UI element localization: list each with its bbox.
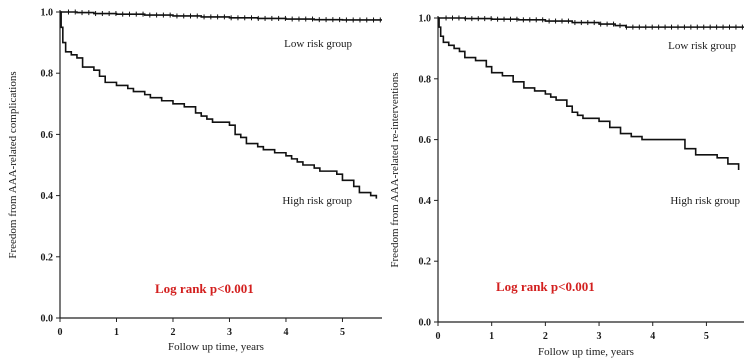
x-axis-title: Follow up time, years: [538, 346, 634, 358]
x-tick-label: 3: [227, 327, 232, 338]
y-tick-label: 0.4: [41, 191, 54, 202]
x-tick-label: 0: [436, 331, 441, 342]
y-tick-label: 0.2: [419, 257, 432, 268]
series-label-low-risk: Low risk group: [668, 40, 736, 52]
x-tick-label: 1: [489, 331, 494, 342]
y-tick-label: 0.6: [41, 130, 54, 141]
x-tick-label: 0: [58, 327, 63, 338]
x-tick-label: 4: [650, 331, 655, 342]
survival-curve-high-risk: [438, 17, 740, 170]
y-tick-label: 0.2: [41, 252, 54, 263]
y-tick-label: 1.0: [419, 14, 432, 25]
series-label-high-risk: High risk group: [282, 195, 352, 207]
y-tick-label: 0.8: [41, 69, 54, 80]
survival-curve-low-risk: [60, 11, 382, 21]
y-tick-label: 0.8: [419, 74, 432, 85]
y-tick-label: 0.4: [419, 196, 432, 207]
survival-curve-low-risk: [438, 17, 744, 28]
log-rank-annotation: Log rank p<0.001: [155, 281, 254, 296]
x-axis-title: Follow up time, years: [168, 341, 264, 353]
chart-panel-2: 0.0 0.2 0.4 0.6 0.8 1.0 0 1 2 3 4 5 Follow up time, …: [389, 14, 744, 358]
x-tick-label: 5: [340, 327, 345, 338]
y-tick-label: 0.0: [41, 314, 54, 325]
y-tick-label: 1.0: [41, 8, 54, 19]
x-tick-label: 3: [597, 331, 602, 342]
log-rank-annotation: Log rank p<0.001: [496, 279, 595, 294]
y-axis-title: Freedom from AAA-related re-intervention…: [389, 72, 401, 267]
x-tick-label: 2: [170, 327, 175, 338]
x-tick-label: 2: [543, 331, 548, 342]
chart-panel-1: 0.0 0.2 0.4 0.6 0.8 1.0 0 1 2 3 4 5 Follow up time, …: [7, 8, 382, 353]
x-tick-label: 1: [114, 327, 119, 338]
series-label-low-risk: Low risk group: [284, 38, 352, 50]
x-tick-label: 4: [283, 327, 288, 338]
series-label-high-risk: High risk group: [670, 195, 740, 207]
y-tick-label: 0.6: [419, 135, 432, 146]
y-tick-label: 0.0: [419, 318, 432, 329]
y-axis-title: Freedom from AAA-related complications: [7, 71, 19, 258]
x-tick-label: 5: [704, 331, 709, 342]
survival-curve-high-risk: [60, 11, 378, 199]
